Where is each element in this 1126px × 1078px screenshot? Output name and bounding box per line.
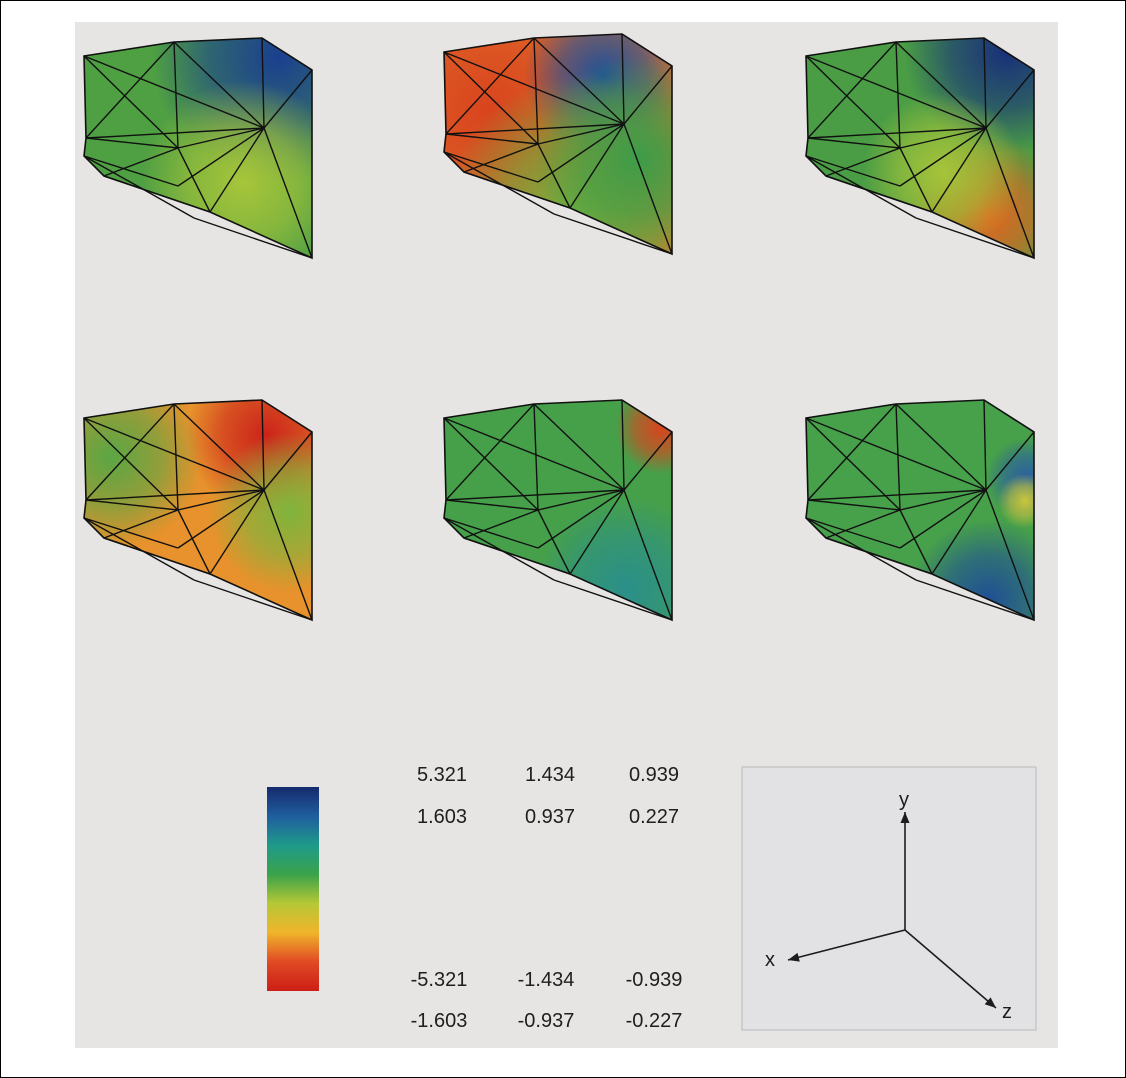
mesh-panel xyxy=(364,0,740,349)
legend-value: -1.434 xyxy=(491,969,601,992)
z-axis-label: z xyxy=(1002,1001,1012,1023)
legend-value: 0.227 xyxy=(599,806,709,829)
axes-box xyxy=(742,767,1036,1030)
axes-inset: y x z xyxy=(742,767,1036,1030)
legend-value: -5.321 xyxy=(384,969,494,992)
mesh-panel xyxy=(20,355,369,620)
legend-value: 0.937 xyxy=(495,806,605,829)
legend-value: 5.321 xyxy=(387,764,497,787)
x-axis-label: x xyxy=(765,949,775,971)
mesh-panels xyxy=(20,0,1109,680)
legend-value: 1.434 xyxy=(495,764,605,787)
y-axis-label: y xyxy=(899,789,909,811)
legend-value: -1.603 xyxy=(384,1010,494,1033)
mesh-panel xyxy=(84,0,403,286)
mesh-panel xyxy=(806,400,1068,680)
legend-value: -0.939 xyxy=(599,969,709,992)
color-scale xyxy=(267,787,319,991)
legend-value: -0.937 xyxy=(491,1010,601,1033)
color-bar xyxy=(267,787,319,991)
mesh-panel xyxy=(444,383,718,680)
mesh-panel xyxy=(806,0,1109,296)
legend-value: -0.227 xyxy=(599,1010,709,1033)
legend-value: 0.939 xyxy=(599,764,709,787)
legend-value: 1.603 xyxy=(387,806,497,829)
